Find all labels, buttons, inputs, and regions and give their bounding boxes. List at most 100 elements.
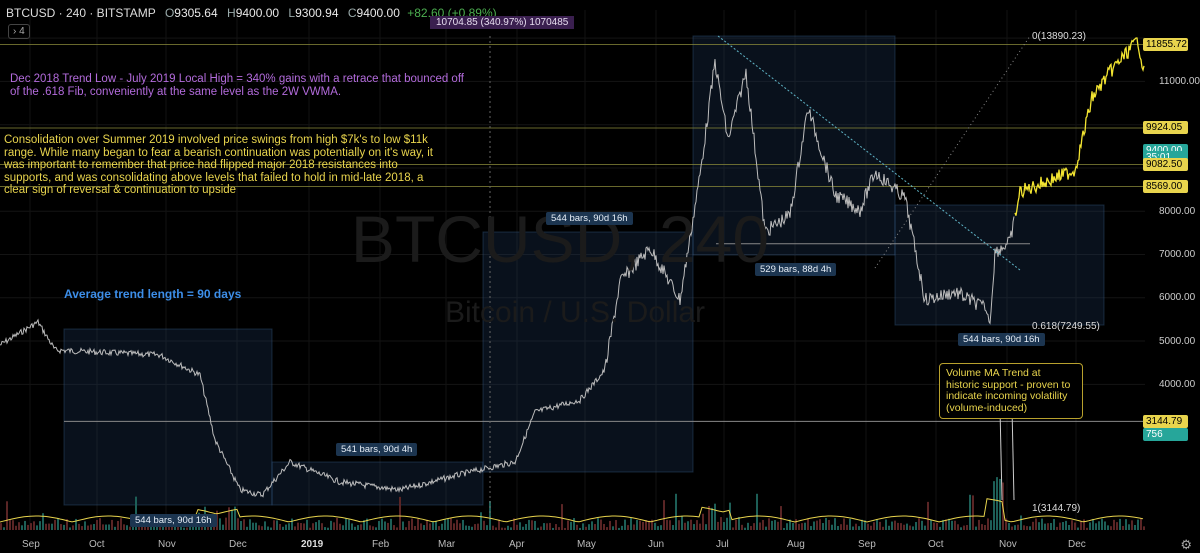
fib-level-top: 0(13890.23) — [1032, 31, 1086, 42]
range-tag-1: 544 bars, 90d 16h — [130, 514, 217, 527]
volume-bar — [234, 506, 236, 530]
volume-bar — [1050, 523, 1052, 530]
volume-bar — [258, 525, 260, 530]
volume-bar — [1140, 518, 1142, 530]
volume-bar — [621, 525, 623, 530]
volume-bar — [576, 524, 578, 530]
volume-bar — [387, 522, 389, 530]
close-label: C — [347, 6, 357, 20]
volume-bar — [753, 523, 755, 530]
volume-bar — [918, 518, 920, 530]
volume-bar — [720, 517, 722, 530]
volume-bar — [486, 525, 488, 530]
volume-bar — [675, 493, 677, 530]
volume-bar — [627, 525, 629, 530]
volume-bar — [1044, 523, 1046, 530]
volume-bar — [69, 527, 71, 530]
volume-bar — [612, 526, 614, 530]
volume-bar — [15, 525, 17, 530]
volume-bar — [495, 527, 497, 530]
volume-bar — [861, 519, 863, 530]
volume-bar — [654, 522, 656, 530]
volume-bar — [522, 526, 524, 530]
volume-bar — [924, 525, 926, 530]
volume-bar — [489, 500, 491, 530]
volume-bar — [396, 527, 398, 530]
volume-bar — [801, 523, 803, 530]
volume-bar — [462, 519, 464, 530]
volume-bar — [582, 523, 584, 530]
volume-bar — [741, 524, 743, 530]
volume-bar — [279, 524, 281, 530]
volume-bar — [831, 524, 833, 530]
volume-bar — [402, 521, 404, 530]
volume-bar — [711, 507, 713, 530]
volume-bar — [57, 518, 59, 530]
volume-bar — [609, 520, 611, 530]
volume-bar — [663, 500, 665, 530]
volume-bar — [696, 520, 698, 530]
volume-bar — [78, 523, 80, 530]
time-tick-3: Dec — [229, 539, 247, 550]
volume-bar — [813, 521, 815, 530]
collapse-indicators-button[interactable]: › 4 — [8, 24, 30, 39]
fib-level-mid: 0.618(7249.55) — [1032, 321, 1100, 332]
volume-bar — [513, 518, 515, 530]
volume-bar — [603, 523, 605, 530]
volume-bar — [672, 525, 674, 530]
volume-bar — [1038, 522, 1040, 530]
volume-bar — [885, 519, 887, 530]
volume-bar — [762, 519, 764, 530]
volume-bar — [807, 518, 809, 530]
volume-bar — [3, 527, 5, 530]
volume-bar — [1125, 519, 1127, 530]
volume-bar — [231, 509, 233, 530]
volume-bar — [921, 520, 923, 530]
volume-bar — [588, 524, 590, 530]
volume-bar — [318, 520, 320, 530]
price-series-line — [0, 59, 1015, 498]
volume-bar — [684, 522, 686, 530]
volume-bar — [933, 522, 935, 530]
volume-bar — [93, 524, 95, 530]
measure-label: 10704.85 (340.97%) 1070485 — [430, 16, 575, 29]
annotation-purple: Dec 2018 Trend Low - July 2019 Local Hig… — [10, 73, 465, 98]
volume-bar — [333, 522, 335, 530]
volume-bar — [504, 527, 506, 530]
volume-bar — [12, 520, 14, 530]
volume-bar — [45, 523, 47, 530]
time-tick-8: May — [577, 539, 596, 550]
volume-bar — [1074, 522, 1076, 530]
volume-pointer — [999, 407, 1003, 501]
range-tag-2: 541 bars, 90d 4h — [336, 443, 418, 456]
volume-bar — [579, 527, 581, 530]
volume-bar — [111, 519, 113, 530]
volume-bar — [357, 525, 359, 530]
price-tick-2: 7000.00 — [1159, 249, 1196, 260]
volume-bar — [246, 526, 248, 530]
volume-bar — [378, 521, 380, 530]
volume-bar — [591, 521, 593, 530]
volume-bar — [1023, 525, 1025, 530]
volume-bar — [693, 524, 695, 530]
price-tick-5: 4000.00 — [1159, 378, 1196, 390]
volume-bar — [747, 522, 749, 530]
time-tick-1: Oct — [89, 539, 105, 550]
volume-bar — [360, 524, 362, 530]
range-tag-3: 544 bars, 90d 16h — [546, 212, 633, 225]
volume-bar — [306, 519, 308, 530]
volume-bar — [771, 520, 773, 530]
volume-bar — [972, 495, 974, 530]
volume-bar — [942, 519, 944, 530]
volume-bar — [573, 518, 575, 530]
volume-bar — [171, 526, 173, 530]
volume-bar — [75, 518, 77, 530]
volume-bar — [414, 526, 416, 530]
volume-bar — [549, 522, 551, 530]
volume-bar — [1104, 521, 1106, 530]
volume-bar — [990, 520, 992, 530]
gear-icon[interactable]: ⚙ — [1180, 537, 1192, 552]
volume-bar — [420, 523, 422, 530]
volume-bar — [726, 517, 728, 530]
